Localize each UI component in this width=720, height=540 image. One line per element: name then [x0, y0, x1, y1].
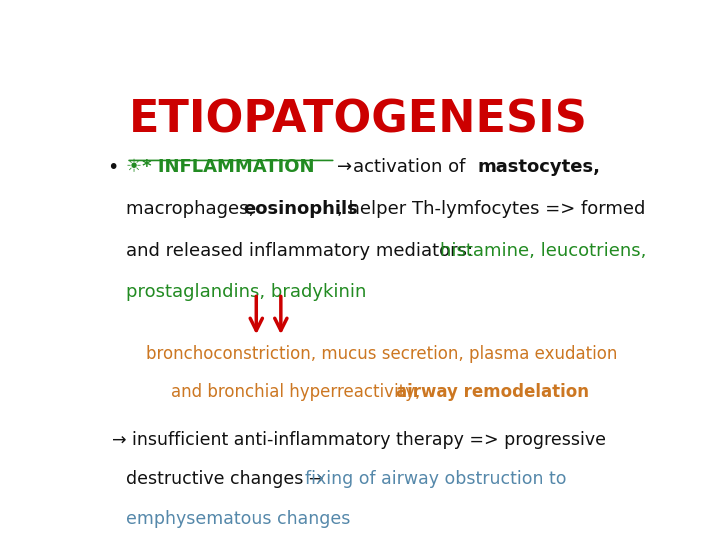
Text: ☀* INFLAMMATION: ☀* INFLAMMATION — [126, 158, 315, 177]
Text: →: → — [337, 158, 352, 177]
FancyBboxPatch shape — [84, 60, 654, 485]
Text: macrophages,: macrophages, — [126, 200, 260, 218]
Text: and released inflammatory mediators:: and released inflammatory mediators: — [126, 241, 479, 260]
Text: airway remodelation: airway remodelation — [396, 383, 589, 401]
Text: and bronchial hyperreactivity,: and bronchial hyperreactivity, — [171, 383, 426, 401]
Text: emphysematous changes: emphysematous changes — [126, 510, 351, 528]
Text: histamine, leucotriens,: histamine, leucotriens, — [441, 241, 647, 260]
Text: •: • — [107, 158, 118, 177]
Text: , helper Th-lymfocytes => formed: , helper Th-lymfocytes => formed — [337, 200, 645, 218]
Text: fixing of airway obstruction to: fixing of airway obstruction to — [305, 470, 567, 488]
Text: ETIOPATOGENESIS: ETIOPATOGENESIS — [129, 98, 588, 141]
Text: activation of: activation of — [354, 158, 472, 177]
Text: bronchoconstriction, mucus secretion, plasma exudation: bronchoconstriction, mucus secretion, pl… — [145, 346, 617, 363]
Text: destructive changes →: destructive changes → — [126, 470, 329, 488]
Text: mastocytes,: mastocytes, — [478, 158, 600, 177]
Text: eosinophils: eosinophils — [243, 200, 359, 218]
Text: → insufficient anti-inflammatory therapy => progressive: → insufficient anti-inflammatory therapy… — [112, 431, 606, 449]
Text: prostaglandins, bradykinin: prostaglandins, bradykinin — [126, 283, 366, 301]
